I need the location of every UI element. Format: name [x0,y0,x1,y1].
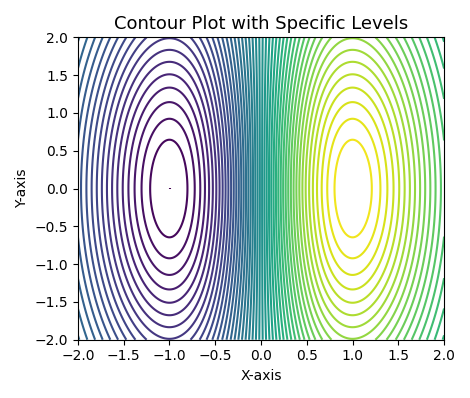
Y-axis label: Y-axis: Y-axis [15,169,29,208]
X-axis label: X-axis: X-axis [240,369,282,383]
Title: Contour Plot with Specific Levels: Contour Plot with Specific Levels [114,15,408,33]
